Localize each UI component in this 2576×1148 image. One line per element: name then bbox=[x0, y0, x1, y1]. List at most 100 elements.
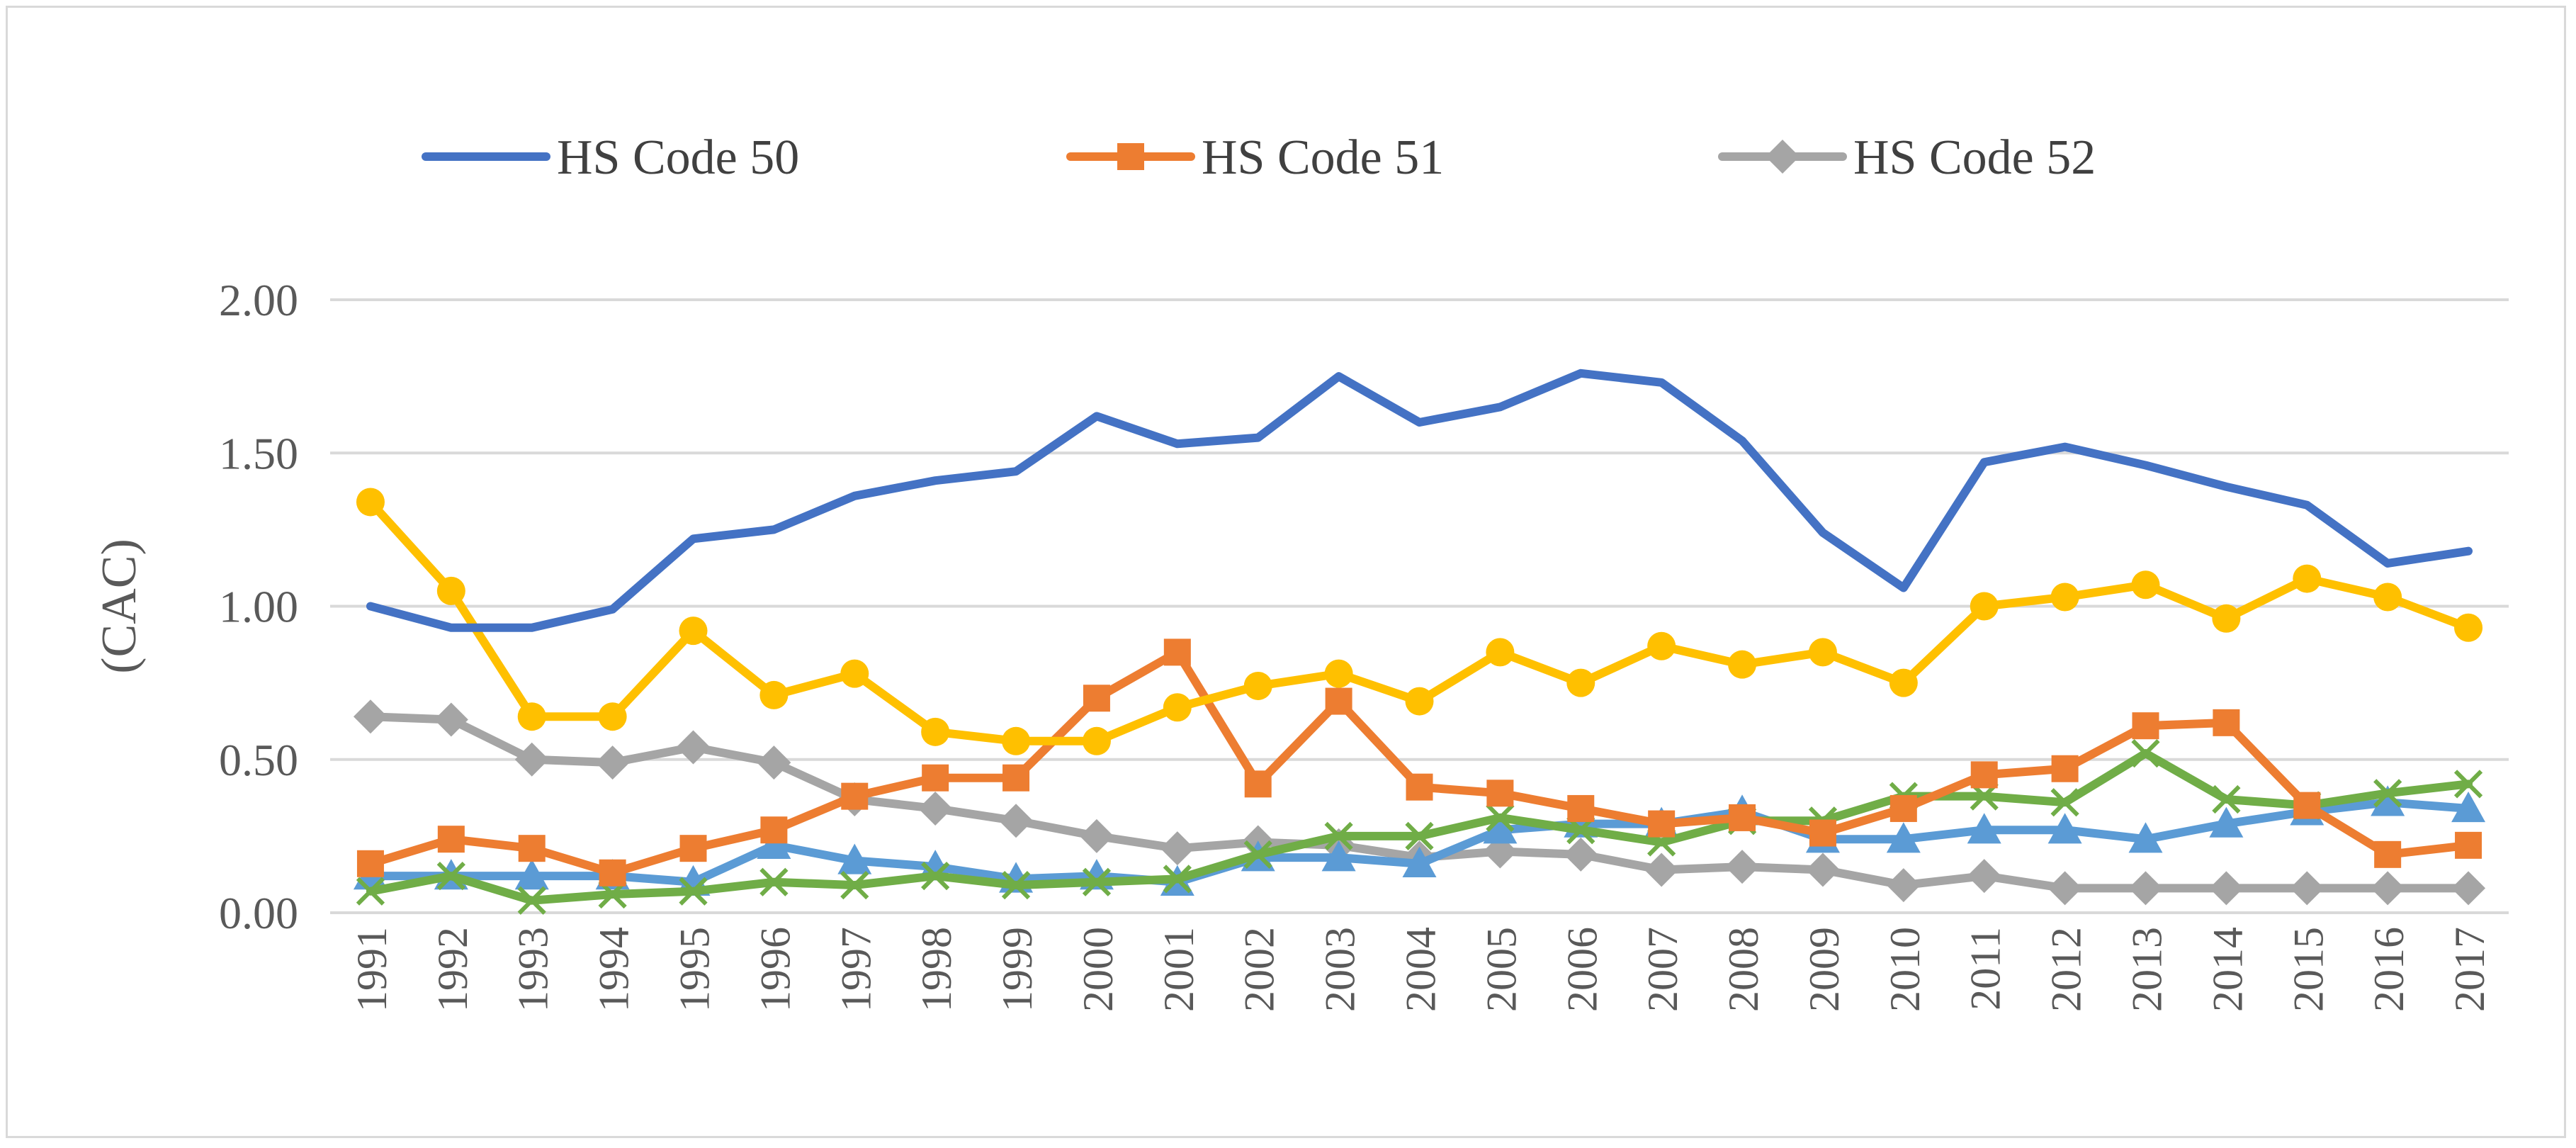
x-tick-label: 2014 bbox=[2204, 927, 2251, 1012]
data-point bbox=[353, 699, 388, 734]
data-point bbox=[2293, 792, 2321, 819]
legend-label: HS Code 52 bbox=[1853, 130, 2096, 185]
data-point bbox=[676, 730, 711, 765]
data-point bbox=[2373, 779, 2402, 808]
data-point bbox=[999, 804, 1034, 838]
x-tick-label: 2006 bbox=[1559, 927, 1605, 1012]
x-tick-label: 2000 bbox=[1075, 927, 1122, 1012]
x-tick-label: 1998 bbox=[913, 927, 960, 1012]
data-point bbox=[841, 782, 869, 810]
data-point bbox=[1163, 638, 1191, 666]
series-unlabeled-4 bbox=[353, 785, 2486, 896]
data-point bbox=[1163, 865, 1192, 894]
data-point bbox=[2455, 831, 2482, 859]
data-point bbox=[837, 843, 872, 874]
data-point bbox=[1729, 804, 1756, 831]
x-axis-ticks: 1991 1992 1993 1994 1995 1996 1997 1998 1999 2000… bbox=[349, 927, 2493, 1012]
data-point bbox=[2212, 604, 2241, 633]
data-point bbox=[518, 835, 546, 862]
x-tick-label: 1994 bbox=[591, 927, 638, 1012]
x-tick-label: 2004 bbox=[1398, 927, 1445, 1012]
data-point bbox=[2212, 784, 2241, 814]
data-point bbox=[1001, 870, 1031, 900]
data-point bbox=[921, 861, 950, 891]
data-point bbox=[757, 828, 791, 860]
legend-item: HS Code 50 bbox=[422, 130, 799, 185]
x-tick-label: 1991 bbox=[349, 927, 395, 1012]
data-point bbox=[1567, 794, 1595, 822]
data-point bbox=[599, 859, 626, 887]
series-line bbox=[366, 368, 2473, 632]
data-point bbox=[1725, 850, 1760, 884]
data-point bbox=[1728, 650, 1757, 679]
gridlines bbox=[330, 298, 2509, 914]
data-point bbox=[759, 680, 789, 709]
data-point bbox=[2209, 806, 2244, 838]
data-point bbox=[757, 745, 791, 780]
x-tick-label: 1996 bbox=[752, 927, 798, 1012]
data-point bbox=[1566, 668, 1595, 697]
data-point bbox=[1809, 819, 1836, 847]
data-point bbox=[436, 576, 465, 605]
data-point bbox=[1886, 822, 1921, 853]
data-point bbox=[1889, 668, 1918, 697]
data-point bbox=[1644, 852, 1679, 887]
series-unlabeled-3 bbox=[356, 488, 2483, 755]
data-point bbox=[356, 877, 385, 906]
data-point bbox=[1805, 852, 1840, 887]
data-point bbox=[2132, 712, 2159, 740]
data-point bbox=[2451, 791, 2486, 823]
x-tick-label: 2007 bbox=[1639, 927, 1686, 1012]
data-point bbox=[1647, 631, 1676, 660]
legend-item: HS Code 51 bbox=[1066, 130, 1444, 185]
data-point bbox=[2290, 871, 2324, 906]
data-point bbox=[1002, 726, 1031, 755]
data-point bbox=[437, 826, 465, 853]
data-point bbox=[2371, 785, 2405, 816]
y-tick-label: 0.00 bbox=[219, 888, 298, 938]
data-point bbox=[356, 488, 385, 517]
y-axis-ticks: 0.00 0.50 1.00 1.50 2.00 bbox=[219, 275, 298, 938]
data-point bbox=[1486, 803, 1515, 833]
x-tick-label: 1997 bbox=[832, 927, 879, 1012]
x-tick-label: 2002 bbox=[1236, 927, 1283, 1012]
data-point bbox=[922, 764, 949, 792]
data-point bbox=[436, 861, 465, 891]
data-point bbox=[598, 702, 627, 731]
data-point bbox=[2451, 871, 2486, 906]
data-point bbox=[1083, 685, 1110, 712]
x-tick-label: 2003 bbox=[1317, 927, 1364, 1012]
data-point bbox=[1405, 687, 1434, 716]
data-point bbox=[679, 617, 708, 646]
data-point bbox=[1243, 840, 1272, 869]
data-point bbox=[1970, 761, 1998, 789]
data-point bbox=[1321, 840, 1356, 872]
legend-swatch-marker bbox=[1766, 140, 1800, 174]
x-tick-label: 1995 bbox=[672, 927, 718, 1012]
data-point bbox=[679, 835, 707, 862]
data-point bbox=[1486, 638, 1515, 667]
y-tick-label: 2.00 bbox=[219, 275, 298, 325]
data-point bbox=[1406, 773, 1433, 801]
data-point bbox=[1402, 846, 1437, 877]
data-point bbox=[2131, 570, 2160, 600]
series-hs-code-51 bbox=[356, 638, 2482, 887]
data-point bbox=[1564, 837, 1598, 872]
data-point bbox=[1082, 726, 1111, 755]
x-tick-label: 2009 bbox=[1801, 927, 1848, 1012]
data-point bbox=[1648, 810, 1676, 838]
legend-label: HS Code 50 bbox=[557, 130, 799, 185]
data-point bbox=[2047, 871, 2082, 906]
data-point bbox=[514, 859, 549, 890]
data-point bbox=[1886, 868, 1921, 903]
x-tick-label: 2010 bbox=[1882, 927, 1928, 1012]
data-point bbox=[517, 702, 546, 731]
y-tick-label: 0.50 bbox=[219, 735, 298, 785]
line-chart: HS Code 50 HS Code 51 HS Code 52 0.00 0.50 1… bbox=[92, 130, 2509, 1012]
data-point bbox=[2453, 770, 2483, 799]
data-point bbox=[1889, 794, 1917, 822]
legend-swatch-marker bbox=[1117, 143, 1144, 170]
x-tick-label: 2013 bbox=[2124, 927, 2171, 1012]
x-tick-label: 2012 bbox=[2043, 927, 2090, 1012]
data-point bbox=[1160, 831, 1194, 866]
